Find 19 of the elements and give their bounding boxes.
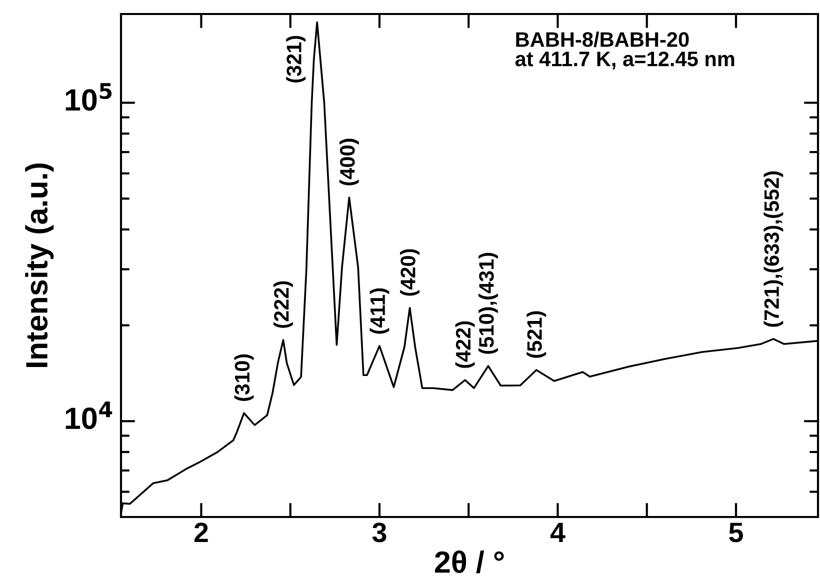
x-tick-label: 5 bbox=[729, 522, 743, 542]
annotation: (420) bbox=[400, 249, 420, 296]
y-axis-title: Intensity (a.u.) bbox=[25, 163, 54, 368]
annotation: (222) bbox=[274, 281, 293, 328]
annotation: (510),(431) bbox=[478, 252, 498, 354]
annotation: (521) bbox=[526, 311, 546, 358]
x-tick-label: 4 bbox=[550, 522, 566, 542]
annotation: (310) bbox=[234, 354, 254, 401]
annotation: (422) bbox=[455, 321, 475, 368]
y-tick-label: 10$^{5}$ bbox=[66, 83, 112, 111]
x-axis-title: 2θ / ° bbox=[434, 550, 504, 574]
annotation: (400) bbox=[339, 138, 359, 186]
y-tick-label: 10$^{4}$ bbox=[66, 402, 112, 430]
annotation: (321) bbox=[286, 36, 306, 82]
text: BABH-8/BABH-20 at 411.7 K, a=12.45 nm bbox=[515, 32, 734, 70]
x-tick-label: 2 bbox=[194, 522, 208, 542]
annotation: (721),(633),(552) bbox=[764, 171, 784, 327]
x-tick-label: 3 bbox=[372, 522, 386, 542]
annotation: (411) bbox=[370, 288, 390, 334]
